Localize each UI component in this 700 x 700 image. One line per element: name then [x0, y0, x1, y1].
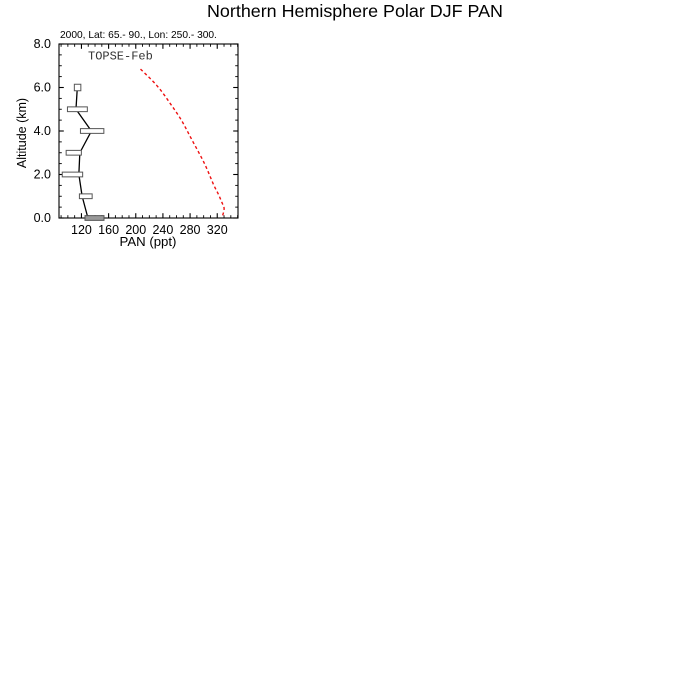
svg-text:160: 160: [98, 223, 119, 237]
svg-text:320: 320: [207, 223, 228, 237]
svg-text:2.0: 2.0: [34, 168, 51, 182]
svg-text:8.0: 8.0: [34, 37, 51, 51]
svg-text:Altitude (km): Altitude (km): [15, 98, 29, 168]
svg-text:4.0: 4.0: [34, 124, 51, 138]
svg-text:0.0: 0.0: [34, 211, 51, 225]
svg-text:TOPSE-Feb: TOPSE-Feb: [88, 50, 153, 64]
svg-text:Northern Hemisphere Polar DJF: Northern Hemisphere Polar DJF PAN: [207, 1, 503, 21]
svg-text:6.0: 6.0: [34, 81, 51, 95]
svg-text:2000, Lat: 65.- 90., Lon: 250.: 2000, Lat: 65.- 90., Lon: 250.- 300.: [60, 30, 217, 41]
svg-text:PAN (ppt): PAN (ppt): [120, 234, 177, 249]
svg-text:120: 120: [71, 223, 92, 237]
svg-text:280: 280: [180, 223, 201, 237]
